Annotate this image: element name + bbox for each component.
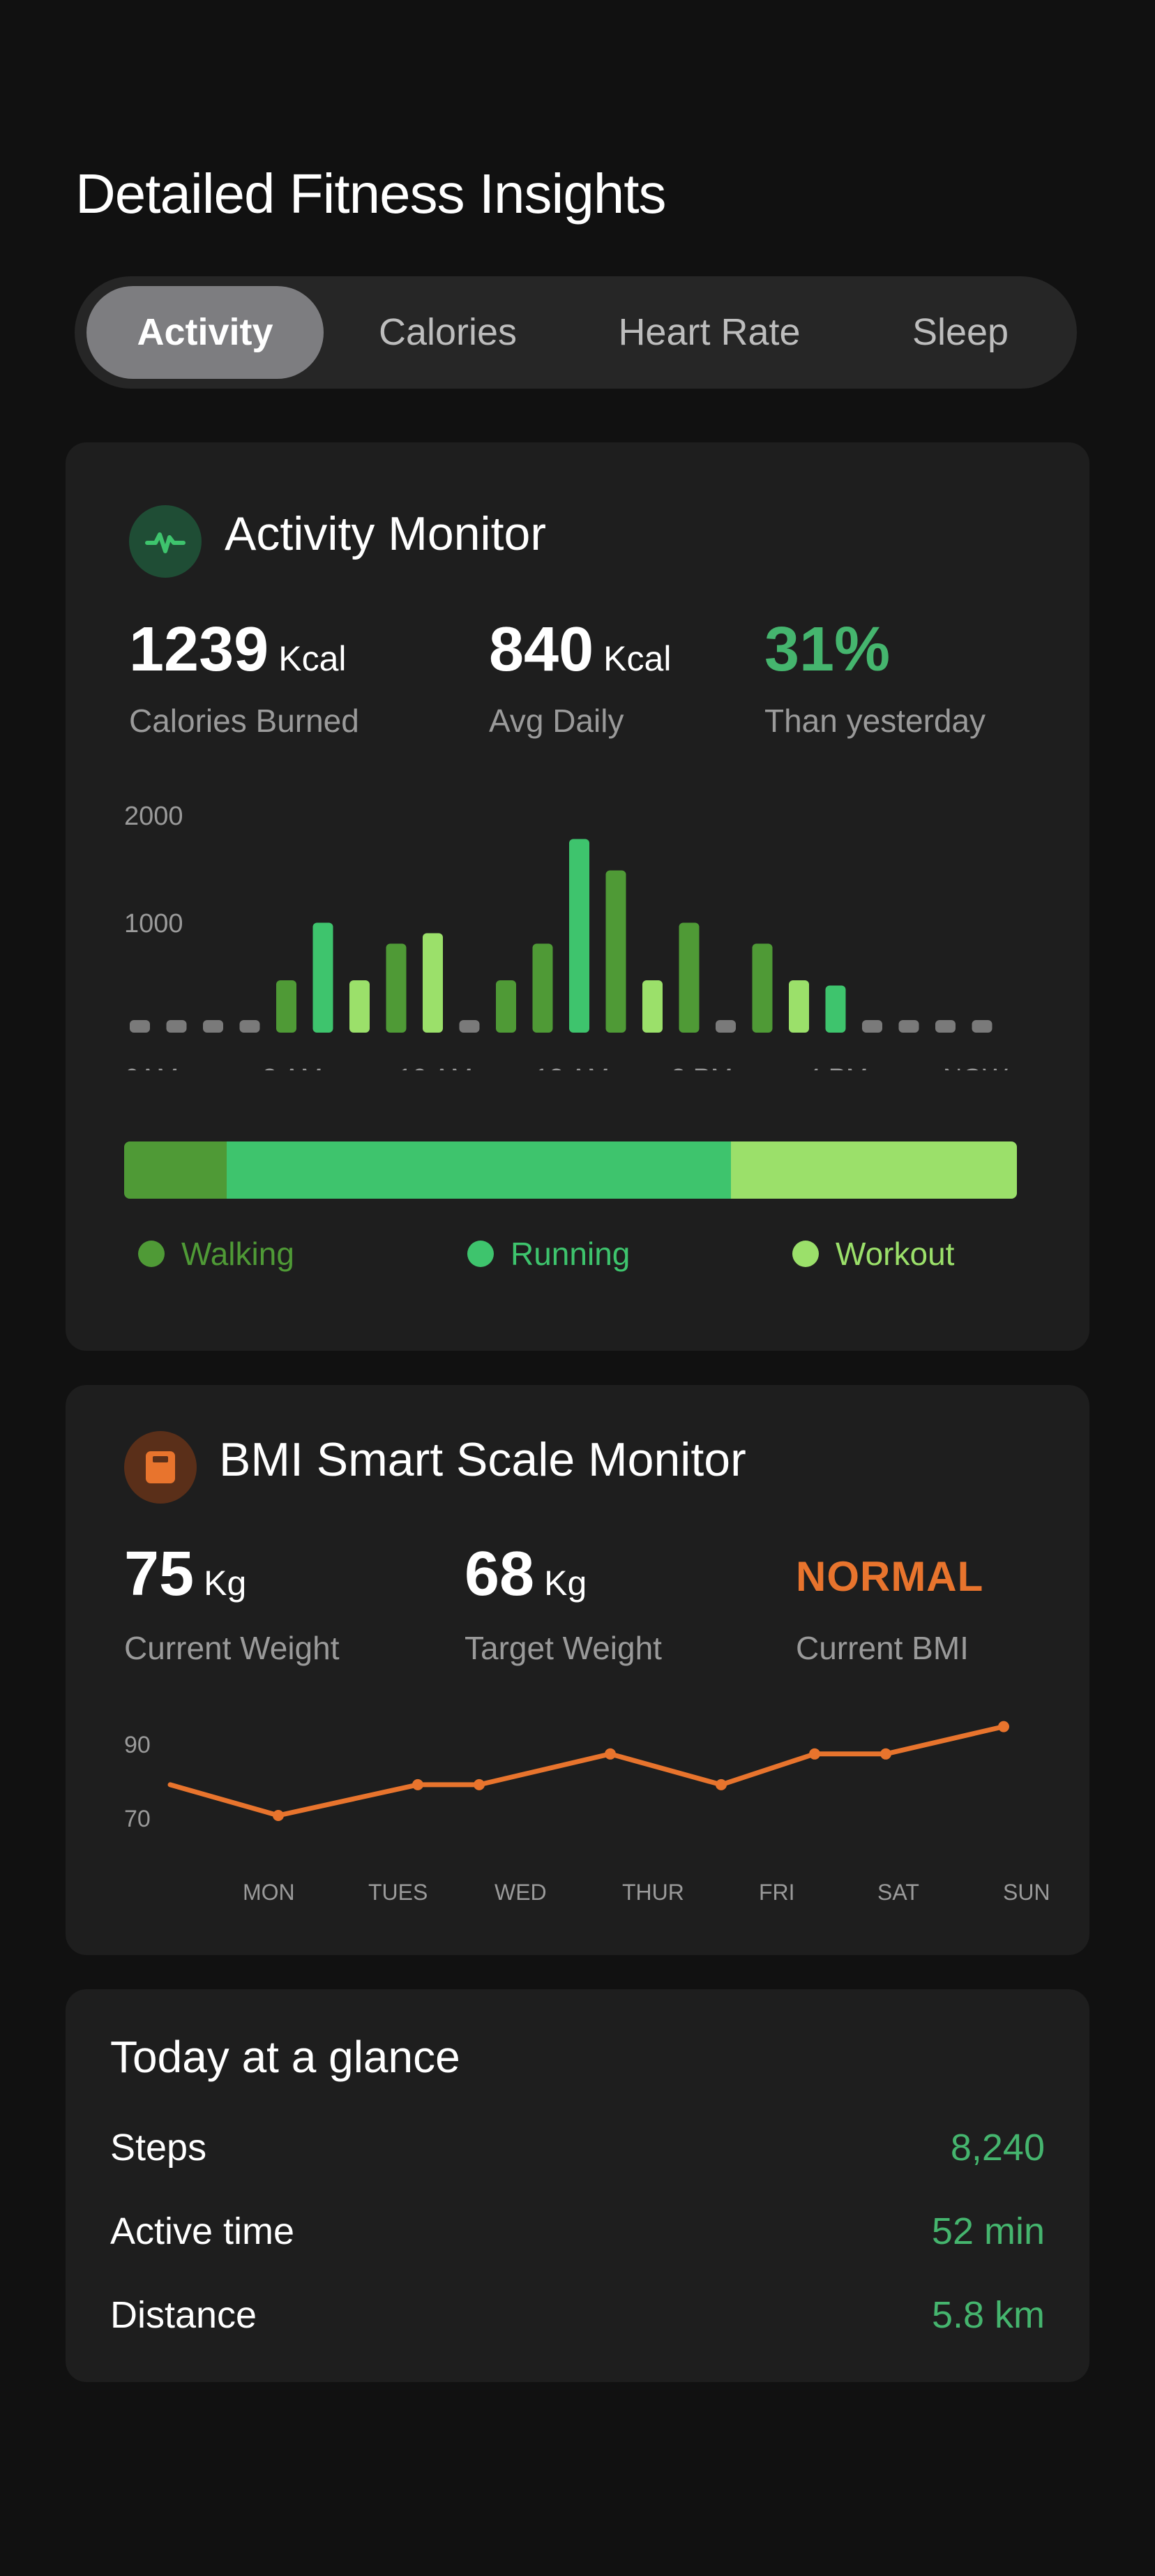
scale-icon [124, 1431, 197, 1504]
distance-label: Distance [110, 2294, 257, 2336]
bar [496, 980, 516, 1033]
current-weight-value: 75 Kg [124, 1539, 247, 1609]
distance-value: 5.8 km [931, 2294, 1045, 2336]
bar [349, 980, 370, 1033]
weight-point [273, 1810, 284, 1821]
x-tick-label: MON [243, 1880, 295, 1905]
legend-workout: Workout [792, 1235, 954, 1273]
activity-split-bar [124, 1141, 1017, 1199]
weight-point [998, 1721, 1009, 1732]
workout-dot [792, 1240, 819, 1267]
current-bmi-label: Current BMI [796, 1630, 969, 1666]
bar [130, 1020, 150, 1033]
tab-calories[interactable]: Calories [378, 311, 518, 353]
glance-row-active-time: Active time 52 min [110, 2210, 1045, 2266]
tab-activity[interactable]: Activity [86, 286, 324, 379]
weight-series-line [167, 1724, 1006, 1818]
tab-sleep[interactable]: Sleep [912, 311, 1009, 353]
y-tick-label: 70 [124, 1806, 151, 1832]
split-segment-workout [731, 1141, 1017, 1199]
bar [935, 1020, 956, 1033]
bar [972, 1020, 992, 1033]
bar [605, 870, 626, 1033]
calories-burned-value: 1239 Kcal [129, 615, 347, 684]
activity-bar-chart: 2000 1000 6AM 8 AM 10 AM 12 AM 2 PM 4 PM NOW [124, 802, 1008, 1070]
bar [203, 1020, 223, 1033]
avg-daily-label: Avg Daily [489, 703, 624, 739]
glance-title: Today at a glance [110, 2032, 460, 2082]
bar [532, 943, 553, 1033]
than-yesterday-value: 31% [764, 615, 891, 684]
weight-point [716, 1779, 727, 1790]
bar [642, 980, 663, 1033]
current-bmi-value: NORMAL [796, 1553, 984, 1600]
y-tick-label: 1000 [124, 909, 183, 938]
y-tick-label: 90 [124, 1732, 151, 1758]
bar [386, 943, 407, 1033]
weight-point [412, 1779, 423, 1790]
bar [423, 933, 443, 1033]
y-tick-label: 2000 [124, 802, 183, 831]
split-segment-walking [124, 1141, 227, 1199]
bar [166, 1020, 187, 1033]
weight-point [880, 1748, 891, 1760]
x-tick-label: 4 PM [806, 1064, 868, 1070]
x-tick-label: 10 AM [398, 1064, 473, 1070]
glance-row-steps: Steps 8,240 [110, 2126, 1045, 2182]
avg-daily-value: 840 Kcal [489, 615, 672, 684]
active-time-value: 52 min [931, 2210, 1045, 2252]
legend-walking: Walking [138, 1235, 294, 1273]
active-time-label: Active time [110, 2210, 295, 2252]
tab-bar: Activity Calories Heart Rate Sleep [75, 276, 1077, 389]
bar [825, 985, 846, 1033]
bmi-monitor-card: BMI Smart Scale Monitor 75 Kg Current Wei… [66, 1385, 1089, 1955]
bar [459, 1020, 480, 1033]
x-tick-label: FRI [759, 1880, 795, 1905]
x-tick-label: NOW [943, 1064, 1008, 1070]
today-glance-card: Today at a glance Steps 8,240 Active tim… [66, 1989, 1089, 2382]
than-yesterday-label: Than yesterday [764, 703, 986, 739]
legend-running: Running [467, 1235, 630, 1273]
x-tick-label: 2 PM [671, 1064, 733, 1070]
bar [312, 922, 333, 1033]
weight-point [474, 1779, 485, 1790]
bar [679, 922, 700, 1033]
activity-monitor-card: Activity Monitor 1239 Kcal Calories Burne… [66, 442, 1089, 1351]
bar [862, 1020, 882, 1033]
target-weight-value: 68 Kg [465, 1539, 587, 1609]
weight-line-chart: 90 70 MON TUES WED THUR FRI SAT SUN [124, 1721, 1050, 1905]
weight-point [809, 1748, 820, 1760]
tab-heart-rate[interactable]: Heart Rate [618, 311, 801, 353]
glance-row-distance: Distance 5.8 km [110, 2293, 1045, 2349]
x-tick-label: 12 AM [534, 1064, 610, 1070]
x-tick-label: 8 AM [262, 1064, 323, 1070]
weight-point [605, 1748, 616, 1760]
steps-label: Steps [110, 2127, 207, 2169]
split-segment-running [227, 1141, 732, 1199]
x-tick-label: WED [495, 1880, 547, 1905]
pulse-icon [129, 505, 202, 578]
bmi-monitor-title: BMI Smart Scale Monitor [219, 1433, 746, 1486]
walking-dot [138, 1240, 165, 1267]
running-dot [467, 1240, 494, 1267]
activity-monitor-title: Activity Monitor [225, 507, 546, 560]
bar [569, 839, 589, 1033]
bar [716, 1020, 736, 1033]
bar [789, 980, 809, 1033]
bar [752, 943, 773, 1033]
x-tick-label: THUR [622, 1880, 684, 1905]
bar [239, 1020, 260, 1033]
steps-value: 8,240 [950, 2127, 1045, 2169]
x-tick-label: SAT [877, 1880, 919, 1905]
bar [898, 1020, 919, 1033]
calories-burned-label: Calories Burned [129, 703, 359, 739]
x-tick-label: 6AM [124, 1064, 179, 1070]
current-weight-label: Current Weight [124, 1630, 340, 1666]
bar [276, 980, 296, 1033]
page-title: Detailed Fitness Insights [75, 163, 667, 225]
target-weight-label: Target Weight [465, 1630, 662, 1666]
x-tick-label: SUN [1003, 1880, 1050, 1905]
x-tick-label: TUES [368, 1880, 428, 1905]
